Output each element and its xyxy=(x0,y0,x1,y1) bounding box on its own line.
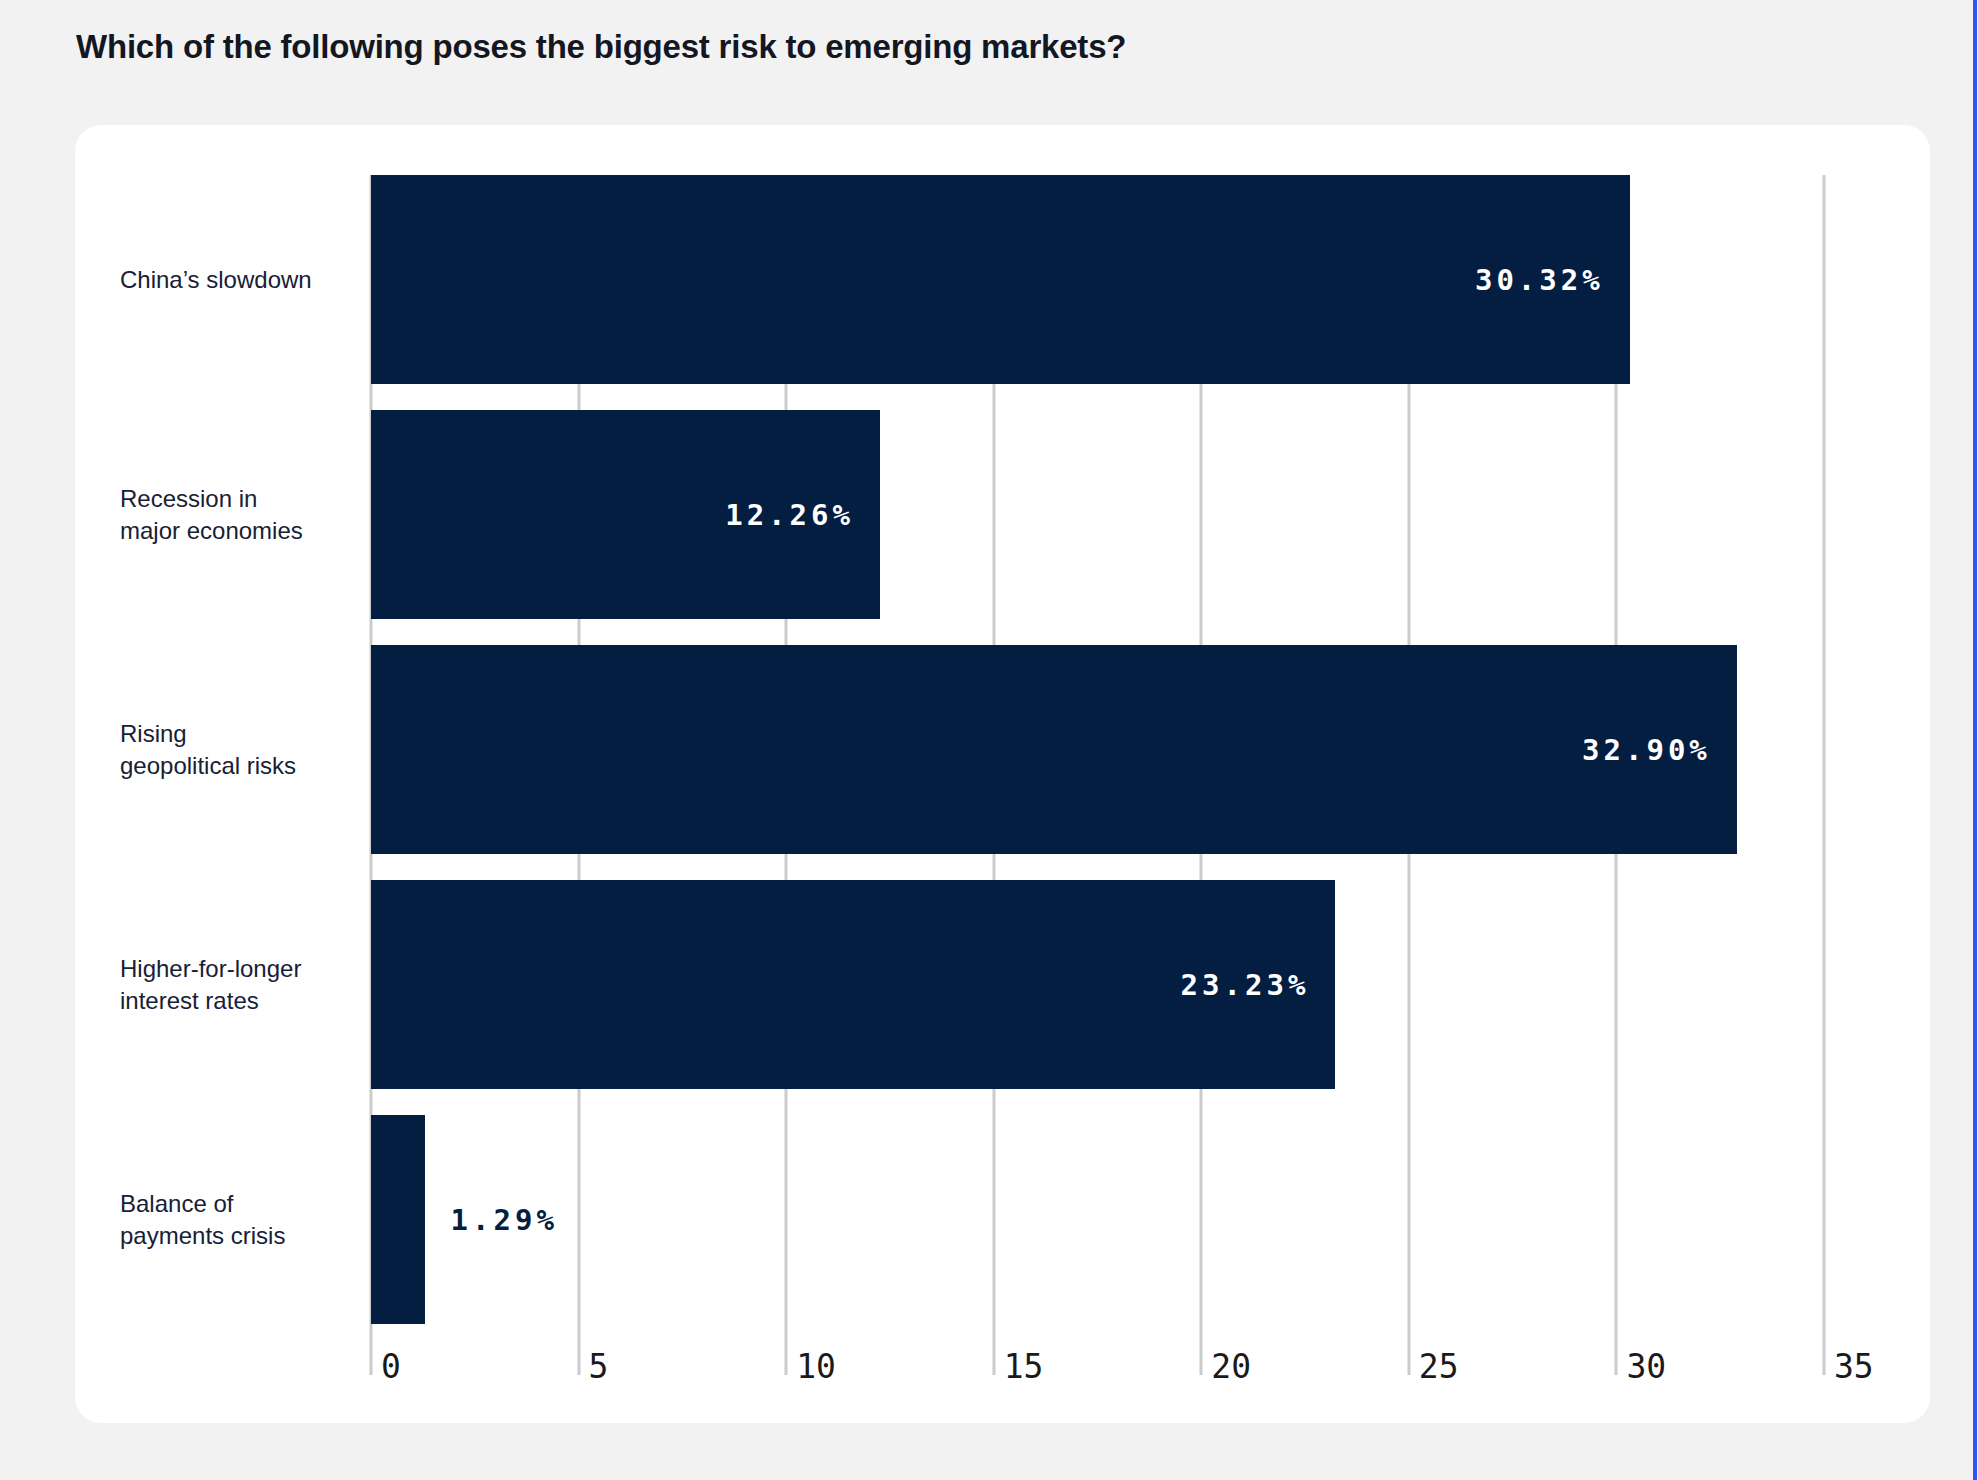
x-tick-label: 15 xyxy=(1004,1347,1044,1386)
bar-row: China’s slowdown 30.32% xyxy=(75,175,1930,384)
bar-row: Recession in major economies 12.26% xyxy=(75,410,1930,619)
page-title: Which of the following poses the biggest… xyxy=(76,28,1126,66)
x-tick-label: 5 xyxy=(589,1347,609,1386)
value-label: 30.32% xyxy=(1475,263,1630,297)
bar xyxy=(371,1115,425,1324)
bar: 12.26% xyxy=(371,410,880,619)
right-edge-accent-line xyxy=(1973,0,1977,1480)
x-tick-label: 20 xyxy=(1211,1347,1251,1386)
category-label: Balance of payments crisis xyxy=(75,1115,371,1324)
bar-row: Higher-for-longer interest rates 23.23% xyxy=(75,880,1930,1089)
x-tick-label: 0 xyxy=(381,1347,401,1386)
plot-area: 23.23% xyxy=(371,880,1824,1089)
x-tick-label: 30 xyxy=(1626,1347,1666,1386)
value-label: 12.26% xyxy=(725,498,880,532)
x-tick-label: 35 xyxy=(1834,1347,1874,1386)
x-axis: 05101520253035 xyxy=(371,1347,1824,1397)
plot-area: 32.90% xyxy=(371,645,1824,854)
bar: 23.23% xyxy=(371,880,1335,1089)
bar-rows: China’s slowdown 30.32% Recession in major… xyxy=(75,175,1930,1350)
value-label: 1.29% xyxy=(451,1203,558,1237)
plot-area: 1.29% xyxy=(371,1115,1824,1324)
plot-area: 12.26% xyxy=(371,410,1824,619)
value-label: 23.23% xyxy=(1181,968,1336,1002)
bar-row: Rising geopolitical risks 32.90% xyxy=(75,645,1930,854)
category-label: Rising geopolitical risks xyxy=(75,645,371,854)
value-label: 32.90% xyxy=(1582,733,1737,767)
chart-card: China’s slowdown 30.32% Recession in major… xyxy=(75,125,1930,1423)
category-label: Higher-for-longer interest rates xyxy=(75,880,371,1089)
bar: 32.90% xyxy=(371,645,1737,854)
category-label: Recession in major economies xyxy=(75,410,371,619)
bar: 30.32% xyxy=(371,175,1630,384)
x-tick-label: 10 xyxy=(796,1347,836,1386)
bar-row: Balance of payments crisis 1.29% xyxy=(75,1115,1930,1324)
category-label: China’s slowdown xyxy=(75,175,371,384)
x-tick-label: 25 xyxy=(1419,1347,1459,1386)
plot-area: 30.32% xyxy=(371,175,1824,384)
